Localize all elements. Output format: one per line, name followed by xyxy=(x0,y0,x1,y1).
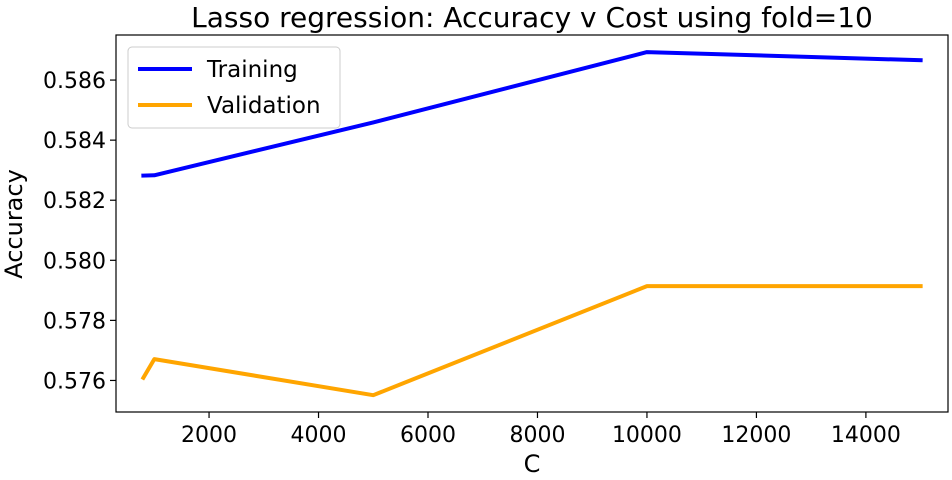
series-line-validation xyxy=(140,284,923,398)
plot-frame xyxy=(115,34,949,413)
legend-label-training: Training xyxy=(206,57,298,83)
x-axis-ticks: 2000 4000 6000 8000 10000 12000 14000 xyxy=(181,412,901,448)
series-line-training xyxy=(141,50,923,178)
y-axis-ticks: 0.576 0.578 0.580 0.582 0.584 0.586 xyxy=(43,69,116,394)
x-tick-label: 2000 xyxy=(181,423,237,448)
y-tick-label: 0.584 xyxy=(43,129,106,154)
plot-lines xyxy=(140,50,923,398)
y-tick-label: 0.578 xyxy=(43,309,106,334)
legend: Training Validation xyxy=(127,46,341,129)
chart-title: Lasso regression: Accuracy v Cost using … xyxy=(191,1,873,34)
x-tick-label: 6000 xyxy=(400,423,456,448)
x-tick-label: 4000 xyxy=(291,423,347,448)
legend-label-validation: Validation xyxy=(207,93,321,119)
y-tick-label: 0.580 xyxy=(43,249,106,274)
y-axis-label: Accuracy xyxy=(0,169,28,279)
x-tick-label: 8000 xyxy=(509,423,565,448)
y-tick-label: 0.576 xyxy=(43,369,106,394)
x-axis-label: C xyxy=(524,450,541,478)
x-tick-label: 10000 xyxy=(612,423,682,448)
y-tick-label: 0.582 xyxy=(43,189,106,214)
x-tick-label: 12000 xyxy=(721,423,791,448)
y-tick-label: 0.586 xyxy=(43,69,106,94)
x-tick-label: 14000 xyxy=(831,423,901,448)
